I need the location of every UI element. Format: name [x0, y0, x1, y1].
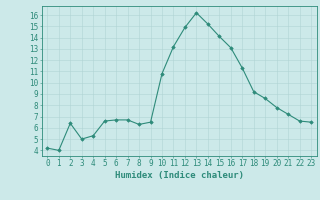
X-axis label: Humidex (Indice chaleur): Humidex (Indice chaleur) [115, 171, 244, 180]
